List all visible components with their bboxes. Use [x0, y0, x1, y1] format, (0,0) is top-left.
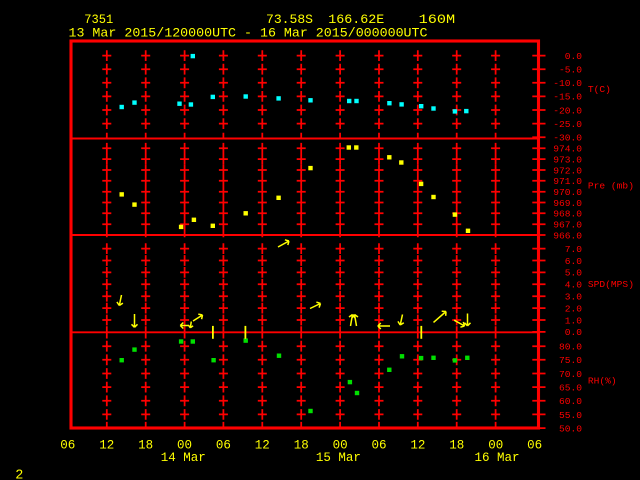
- svg-text:2: 2: [15, 468, 23, 480]
- svg-text:06: 06: [60, 438, 75, 452]
- svg-text:-25.0: -25.0: [553, 119, 582, 130]
- svg-text:7351: 7351: [84, 12, 113, 27]
- svg-text:-10.0: -10.0: [553, 78, 582, 89]
- svg-text:-5.0: -5.0: [559, 65, 582, 76]
- svg-text:-20.0: -20.0: [553, 105, 582, 116]
- svg-text:00: 00: [177, 438, 192, 452]
- svg-text:18: 18: [449, 438, 464, 452]
- svg-text:12: 12: [410, 438, 425, 452]
- svg-text:14 Mar: 14 Mar: [161, 451, 206, 465]
- svg-text:967.0: 967.0: [553, 219, 582, 230]
- svg-text:13 Mar 2015/120000UTC - 16 Mar: 13 Mar 2015/120000UTC - 16 Mar 2015/0000…: [69, 26, 428, 41]
- svg-text:971.0: 971.0: [553, 176, 582, 187]
- svg-text:RH(%): RH(%): [588, 376, 617, 387]
- svg-text:966.0: 966.0: [553, 230, 582, 241]
- svg-text:160M: 160M: [419, 12, 456, 27]
- svg-text:-15.0: -15.0: [553, 92, 582, 103]
- svg-text:70.0: 70.0: [559, 369, 582, 380]
- svg-text:18: 18: [138, 438, 153, 452]
- svg-text:18: 18: [294, 438, 309, 452]
- svg-text:06: 06: [527, 438, 542, 452]
- svg-text:06: 06: [371, 438, 386, 452]
- svg-text:7.0: 7.0: [565, 244, 583, 255]
- svg-text:16 Mar: 16 Mar: [474, 451, 519, 465]
- svg-text:1.0: 1.0: [565, 315, 583, 326]
- svg-text:12: 12: [99, 438, 114, 452]
- svg-text:3.0: 3.0: [565, 292, 583, 303]
- svg-text:00: 00: [488, 438, 503, 452]
- svg-text:00: 00: [333, 438, 348, 452]
- svg-text:80.0: 80.0: [559, 342, 582, 353]
- svg-text:65.0: 65.0: [559, 382, 582, 393]
- svg-text:55.0: 55.0: [559, 410, 582, 421]
- svg-text:0.0: 0.0: [565, 51, 583, 62]
- svg-text:166.62E: 166.62E: [328, 12, 384, 27]
- svg-text:12: 12: [255, 438, 270, 452]
- svg-text:973.0: 973.0: [553, 154, 582, 165]
- svg-text:5.0: 5.0: [565, 268, 583, 279]
- svg-text:73.58S: 73.58S: [266, 12, 313, 27]
- svg-text:SPD(MPS): SPD(MPS): [588, 279, 634, 290]
- svg-text:0.0: 0.0: [565, 327, 583, 338]
- svg-text:60.0: 60.0: [559, 396, 582, 407]
- svg-text:06: 06: [216, 438, 231, 452]
- svg-text:968.0: 968.0: [553, 209, 582, 220]
- svg-text:T(C): T(C): [588, 84, 611, 95]
- svg-text:-30.0: -30.0: [553, 133, 582, 144]
- svg-text:15 Mar: 15 Mar: [316, 451, 361, 465]
- svg-text:2.0: 2.0: [565, 303, 583, 314]
- svg-text:974.0: 974.0: [553, 144, 582, 155]
- svg-text:Pre (mb): Pre (mb): [588, 180, 634, 191]
- svg-text:4.0: 4.0: [565, 280, 583, 291]
- svg-text:6.0: 6.0: [565, 256, 583, 267]
- svg-text:972.0: 972.0: [553, 165, 582, 176]
- svg-text:970.0: 970.0: [553, 187, 582, 198]
- svg-text:50.0: 50.0: [559, 423, 582, 434]
- svg-text:75.0: 75.0: [559, 355, 582, 366]
- svg-text:969.0: 969.0: [553, 198, 582, 209]
